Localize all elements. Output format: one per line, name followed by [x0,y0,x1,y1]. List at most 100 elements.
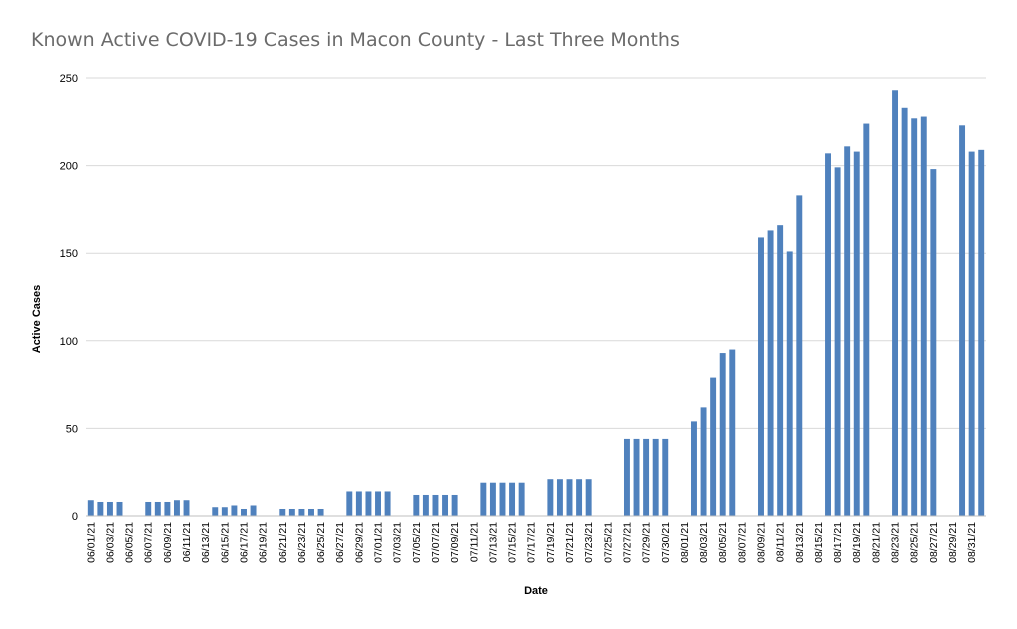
x-tick-label: 08/23/21 [890,522,902,563]
x-tick-label: 06/05/21 [124,522,136,563]
bar [116,501,123,516]
bar [623,438,630,516]
x-tick-label: 06/19/21 [258,522,270,563]
bar [844,146,851,516]
bar [422,494,429,516]
x-tick-label: 08/07/21 [736,522,748,563]
bar [633,438,640,516]
x-tick-label: 08/25/21 [909,522,921,563]
x-tick-label: 06/13/21 [200,522,212,563]
x-tick-label: 07/25/21 [602,522,614,563]
bar [643,438,650,516]
bar [308,508,314,516]
bar [355,491,362,516]
bar [106,501,113,516]
x-tick-label: 06/01/21 [85,522,97,563]
bar [853,151,860,517]
bar [978,149,985,516]
bar [375,491,381,516]
x-tick-label: 08/11/21 [775,522,787,562]
bar [786,251,793,516]
bar [959,125,966,516]
y-tick-label: 250 [60,73,78,85]
bar [892,90,899,516]
x-tick-label: 07/19/21 [545,522,557,563]
bar [691,421,697,516]
bar [729,349,736,516]
x-tick-label: 06/09/21 [162,522,174,563]
x-tick-label: 06/11/21 [181,522,193,562]
x-tick-label: 08/05/21 [717,522,729,563]
y-tick-label: 50 [66,423,78,435]
x-tick-label: 07/27/21 [621,522,633,563]
bar [834,167,841,517]
x-tick-label: 06/03/21 [104,522,116,563]
bar [183,500,190,516]
x-tick-label: 08/15/21 [813,522,825,563]
y-tick-label: 150 [60,248,78,260]
chart-title: Known Active COVID-19 Cases in Macon Cou… [31,29,680,51]
y-axis-label: Active Cases [31,285,43,354]
bar [346,491,353,516]
bar [662,438,669,516]
bar [365,491,372,516]
bar [576,479,583,516]
bar [547,479,554,516]
bar [212,507,219,516]
x-tick-label: 07/07/21 [430,522,442,563]
x-tick-label: 06/15/21 [219,522,231,563]
bar [489,482,496,516]
bar [154,501,161,516]
bar [221,507,228,516]
x-tick-label: 06/23/21 [296,522,308,563]
bars [87,90,985,517]
bar [518,482,525,516]
bar [279,508,286,516]
bar [87,500,94,516]
y-tick-label: 100 [60,336,78,348]
x-tick-label: 07/17/21 [526,522,538,563]
bar [556,479,563,516]
bar [710,377,717,516]
bar [719,353,726,516]
bar [241,508,247,516]
x-tick-label: 07/01/21 [373,522,385,563]
bar [652,438,659,516]
bar [432,494,439,516]
y-tick-label: 200 [60,161,78,173]
bar [97,501,104,516]
x-tick-label: 07/29/21 [641,522,653,563]
bar [509,482,516,516]
x-tick-label: 08/19/21 [851,522,863,563]
bar [566,479,573,516]
bar [480,482,487,516]
x-tick-label: 07/13/21 [487,522,499,563]
bar [164,501,171,516]
gridlines [86,77,986,429]
x-tick-label: 07/15/21 [507,522,519,563]
bar [442,494,449,516]
bar [250,505,257,516]
x-tick-label: 08/27/21 [928,522,940,563]
bar [451,494,458,516]
bar [231,505,238,516]
x-tick-label: 08/31/21 [966,522,978,563]
bar [499,482,506,516]
bar [317,508,324,516]
bar [700,407,707,516]
x-tick-label: 06/21/21 [277,522,289,563]
bar [863,123,870,516]
bar [585,479,592,516]
y-axis-ticks: 0 50 100 150 200 250 [60,73,78,523]
bar [920,116,927,516]
x-tick-label: 08/03/21 [698,522,710,563]
bar [384,491,391,516]
x-axis-label: Date [524,585,548,597]
x-tick-label: 07/11/21 [468,522,480,562]
bar [288,508,295,516]
x-tick-label: 08/29/21 [947,522,959,563]
x-tick-label: 06/25/21 [315,522,327,563]
x-axis-ticks: 06/01/21 06/03/21 06/05/21 06/07/21 06/09/21… [85,522,978,563]
bar [968,151,975,517]
